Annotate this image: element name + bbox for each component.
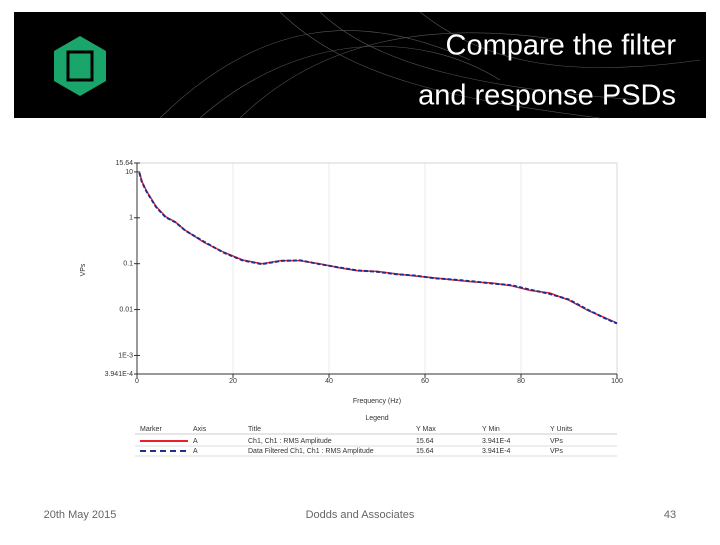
legend-cell: VPs [550,448,563,455]
legend-title: Legend [365,415,388,422]
y-tick-label: 0.01 [119,306,133,313]
legend-header: Y Max [416,426,436,433]
y-tick-label: 0.1 [123,261,133,268]
legend-cell: VPs [550,438,563,445]
legend-header: Title [248,426,261,433]
slide-title: and response PSDs [418,80,676,112]
legend-cell: A [193,448,198,455]
legend-cell: A [193,438,198,445]
legend-header: Y Min [482,426,500,433]
logo-mark [66,50,94,82]
plot-area [136,162,618,375]
slide-title: Compare the filter [446,30,677,62]
x-tick-label: 20 [229,378,237,385]
legend-series-name: Ch1, Ch1 : RMS Amplitude [248,438,332,445]
footer-date: 20th May 2015 [44,509,117,521]
legend-cell: 3.941E-4 [482,438,511,445]
header-decoration [159,11,701,119]
legend-series-name: Data Filtered Ch1, Ch1 : RMS Amplitude [248,448,374,455]
x-tick-label: 40 [325,378,333,385]
legend-cell: 15.64 [416,438,434,445]
x-tick-label: 0 [135,378,139,385]
y-tick-label: 1 [129,215,133,222]
y-tick-label: 15.64 [115,160,133,167]
page-number: 43 [664,509,676,521]
legend-header: Y Units [550,426,573,433]
y-tick-label: 1E-3 [118,352,133,359]
legend-cell: 15.64 [416,448,434,455]
legend-header: Axis [193,426,207,433]
footer-company: Dodds and Associates [306,509,415,521]
x-axis-label: Frequency (Hz) [353,398,401,405]
x-tick-label: 100 [611,378,623,385]
x-tick-label: 60 [421,378,429,385]
legend-cell: 3.941E-4 [482,448,511,455]
x-tick-label: 80 [517,378,525,385]
y-tick-label: 10 [125,169,133,176]
header-band [14,12,706,118]
series-line [138,172,618,325]
y-axis-label: VPs [80,263,87,276]
y-tick-label: 3.941E-4 [105,371,134,378]
legend-header: Marker [140,426,162,433]
